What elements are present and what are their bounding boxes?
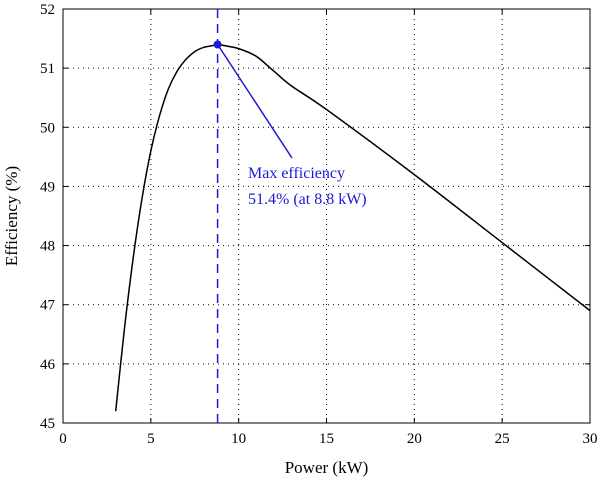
annotation-leader-line	[216, 44, 293, 159]
y-tick-label: 51	[40, 61, 55, 77]
grid	[63, 9, 590, 423]
y-tick-label: 50	[40, 120, 55, 136]
y-tick-label: 48	[40, 239, 55, 255]
y-axis-label: Efficiency (%)	[2, 166, 21, 266]
y-tick-label: 46	[40, 357, 56, 373]
efficiency-curve	[114, 43, 591, 412]
max-efficiency-marker	[213, 40, 222, 49]
y-tick-label: 49	[40, 179, 55, 195]
x-tick-label: 5	[147, 431, 155, 447]
x-tick-label: 20	[407, 431, 422, 447]
y-tick-label: 45	[40, 416, 55, 432]
x-tick-label: 0	[59, 431, 67, 447]
x-tick-label: 30	[583, 431, 598, 447]
x-tick-label: 10	[231, 431, 246, 447]
x-tick-label: 25	[495, 431, 510, 447]
annotation-line-2: 51.4% (at 8.8 kW)	[248, 191, 367, 208]
x-tick-label: 15	[319, 431, 334, 447]
plot-frame	[62, 8, 591, 424]
x-axis-label: Power (kW)	[285, 458, 369, 477]
annotation-line-1: Max efficiency	[248, 165, 345, 182]
axis-ticks: 0 5 10 15 20 25 30 45 46 47 48 49 50 51 52	[40, 2, 598, 447]
y-tick-label: 47	[40, 298, 56, 314]
y-tick-label: 52	[40, 2, 55, 18]
